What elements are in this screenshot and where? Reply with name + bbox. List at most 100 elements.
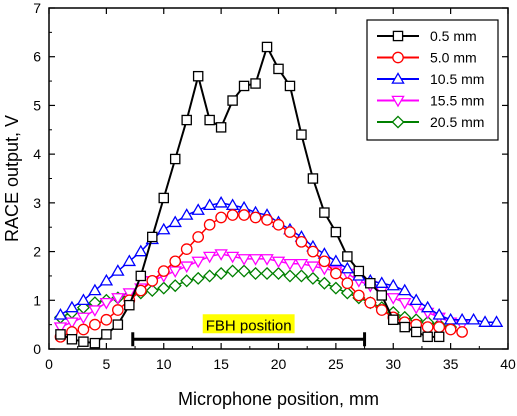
series-line xyxy=(60,44,440,345)
data-point xyxy=(122,288,137,300)
legend-label: 20.5 mm xyxy=(430,114,484,130)
legend-marker xyxy=(391,115,405,129)
x-tick-label: 5 xyxy=(102,356,110,372)
data-point xyxy=(168,279,182,293)
data-point xyxy=(122,254,137,267)
legend-label: 0.5 mm xyxy=(430,28,477,44)
x-tick-label: 40 xyxy=(500,356,516,372)
fbh-label: FBH position xyxy=(206,317,292,334)
data-point xyxy=(295,235,308,248)
legend-item: 15.5 mm xyxy=(377,93,484,109)
data-point xyxy=(179,261,194,274)
data-point xyxy=(66,334,78,345)
data-point xyxy=(55,329,66,340)
data-point xyxy=(215,211,227,224)
data-point xyxy=(88,305,102,317)
series-layer xyxy=(53,41,504,349)
data-point xyxy=(146,274,159,287)
legend-label: 15.5 mm xyxy=(430,93,484,109)
data-point xyxy=(353,265,365,277)
data-point xyxy=(53,307,68,320)
legend-item: 10.5 mm xyxy=(377,71,484,87)
fbh-annotation: FBH position xyxy=(131,314,367,347)
data-point xyxy=(409,293,423,306)
y-tick-label: 1 xyxy=(33,292,41,308)
data-point xyxy=(227,95,238,106)
data-point xyxy=(317,276,331,290)
data-point xyxy=(319,207,330,218)
data-point xyxy=(238,209,250,221)
data-point xyxy=(397,297,412,310)
data-point xyxy=(135,270,147,282)
x-tick-label: 10 xyxy=(156,356,172,372)
data-point xyxy=(65,300,79,313)
data-point xyxy=(273,63,284,75)
data-point xyxy=(375,276,389,288)
data-point xyxy=(284,226,296,238)
x-axis-title: Microphone position, mm xyxy=(178,389,379,409)
data-point xyxy=(89,337,101,349)
data-point xyxy=(111,264,125,276)
legend-item: 0.5 mm xyxy=(377,28,477,44)
data-point xyxy=(306,271,320,285)
data-point xyxy=(214,266,228,281)
data-point xyxy=(191,203,205,215)
data-point xyxy=(294,258,309,271)
data-point xyxy=(77,323,90,336)
y-tick-label: 7 xyxy=(33,0,41,16)
data-point xyxy=(329,254,343,267)
legend-label: 5.0 mm xyxy=(430,50,477,66)
data-point xyxy=(89,318,101,331)
data-point xyxy=(179,208,194,220)
data-point xyxy=(386,278,400,291)
data-point xyxy=(238,80,250,92)
data-point xyxy=(296,129,307,140)
data-point xyxy=(376,290,388,301)
data-point xyxy=(99,297,114,310)
data-point xyxy=(397,283,412,296)
data-point xyxy=(455,312,469,325)
data-point xyxy=(226,209,239,221)
data-point xyxy=(249,266,263,281)
data-point xyxy=(444,323,457,336)
data-point xyxy=(386,293,400,305)
data-point xyxy=(192,231,205,243)
x-tick-label: 0 xyxy=(45,356,53,372)
data-point xyxy=(237,254,251,266)
data-point xyxy=(387,314,399,326)
legend: 0.5 mm 5.0 mm 10.5 mm 15.5 mm 20.5 mm xyxy=(366,19,499,141)
data-point xyxy=(78,336,89,347)
y-tick-label: 6 xyxy=(33,49,41,65)
data-point xyxy=(433,331,445,343)
y-tick-label: 5 xyxy=(33,97,41,113)
data-point xyxy=(215,122,227,133)
plot-frame xyxy=(48,7,509,350)
data-point xyxy=(169,255,182,268)
data-point xyxy=(124,299,135,311)
data-point xyxy=(145,284,159,298)
data-point xyxy=(192,70,204,82)
data-point xyxy=(271,256,286,269)
data-point xyxy=(307,245,319,258)
data-point xyxy=(147,231,158,243)
data-point xyxy=(422,331,433,343)
y-tick-label: 4 xyxy=(33,146,41,162)
data-point xyxy=(340,286,354,300)
fbh-label-background xyxy=(202,314,295,334)
data-point xyxy=(432,307,446,320)
data-point xyxy=(307,173,319,184)
data-point xyxy=(53,322,68,334)
data-point xyxy=(214,249,228,261)
data-point xyxy=(261,214,273,226)
data-point xyxy=(168,215,182,228)
data-point xyxy=(249,211,262,224)
tick-labels: 0 5 10 15 20 25 30 35 40 0 1 2 3 4 5 6 7 xyxy=(33,0,516,372)
y-tick-label: 3 xyxy=(33,195,41,211)
data-point xyxy=(181,114,192,126)
data-point xyxy=(237,264,251,278)
data-point xyxy=(283,258,297,271)
x-tick-label: 35 xyxy=(443,356,459,372)
data-point xyxy=(226,264,240,278)
data-point xyxy=(111,293,125,305)
